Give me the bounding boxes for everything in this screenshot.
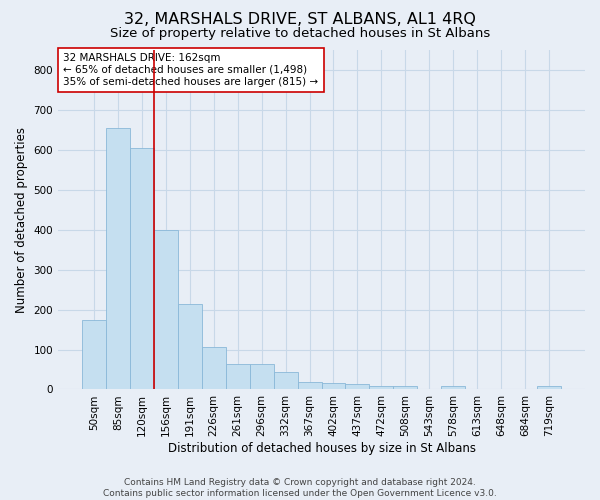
Bar	[82, 320, 106, 390]
Bar	[394, 386, 418, 390]
Bar	[370, 386, 394, 390]
Bar	[346, 384, 370, 390]
Bar	[130, 148, 154, 390]
Bar	[202, 346, 226, 390]
Bar	[274, 372, 298, 390]
Bar	[226, 364, 250, 390]
Text: 32, MARSHALS DRIVE, ST ALBANS, AL1 4RQ: 32, MARSHALS DRIVE, ST ALBANS, AL1 4RQ	[124, 12, 476, 28]
Y-axis label: Number of detached properties: Number of detached properties	[15, 126, 28, 312]
Bar	[441, 386, 465, 390]
Text: Size of property relative to detached houses in St Albans: Size of property relative to detached ho…	[110, 28, 490, 40]
Bar	[322, 382, 346, 390]
Bar	[537, 386, 561, 390]
Bar	[250, 364, 274, 390]
Bar	[178, 304, 202, 390]
Bar	[298, 382, 322, 390]
Bar	[106, 128, 130, 390]
Text: 32 MARSHALS DRIVE: 162sqm
← 65% of detached houses are smaller (1,498)
35% of se: 32 MARSHALS DRIVE: 162sqm ← 65% of detac…	[64, 54, 319, 86]
Text: Contains HM Land Registry data © Crown copyright and database right 2024.
Contai: Contains HM Land Registry data © Crown c…	[103, 478, 497, 498]
X-axis label: Distribution of detached houses by size in St Albans: Distribution of detached houses by size …	[167, 442, 476, 455]
Bar	[154, 230, 178, 390]
